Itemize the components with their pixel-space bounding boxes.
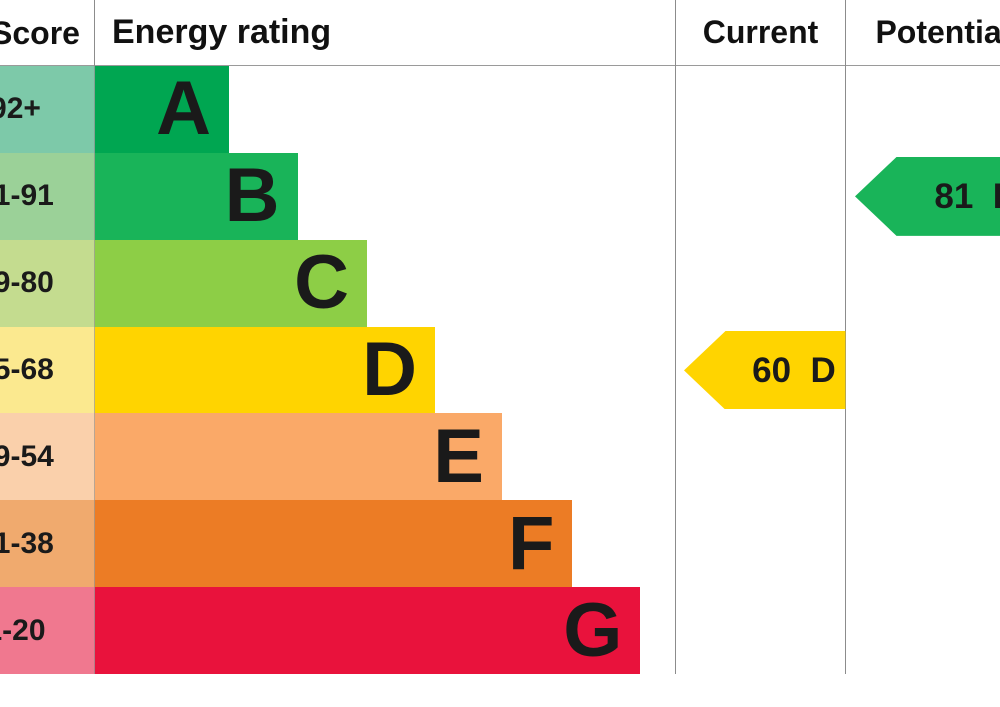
svg-text:81 B: 81 B xyxy=(934,177,1000,216)
svg-text:60 D: 60 D xyxy=(752,350,836,389)
